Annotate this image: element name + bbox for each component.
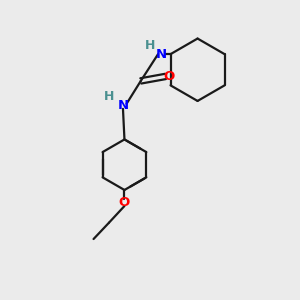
Text: N: N bbox=[156, 48, 167, 61]
Text: N: N bbox=[117, 99, 128, 112]
Text: H: H bbox=[145, 39, 155, 52]
Text: H: H bbox=[103, 90, 114, 104]
Text: O: O bbox=[164, 70, 175, 83]
Text: O: O bbox=[119, 196, 130, 209]
